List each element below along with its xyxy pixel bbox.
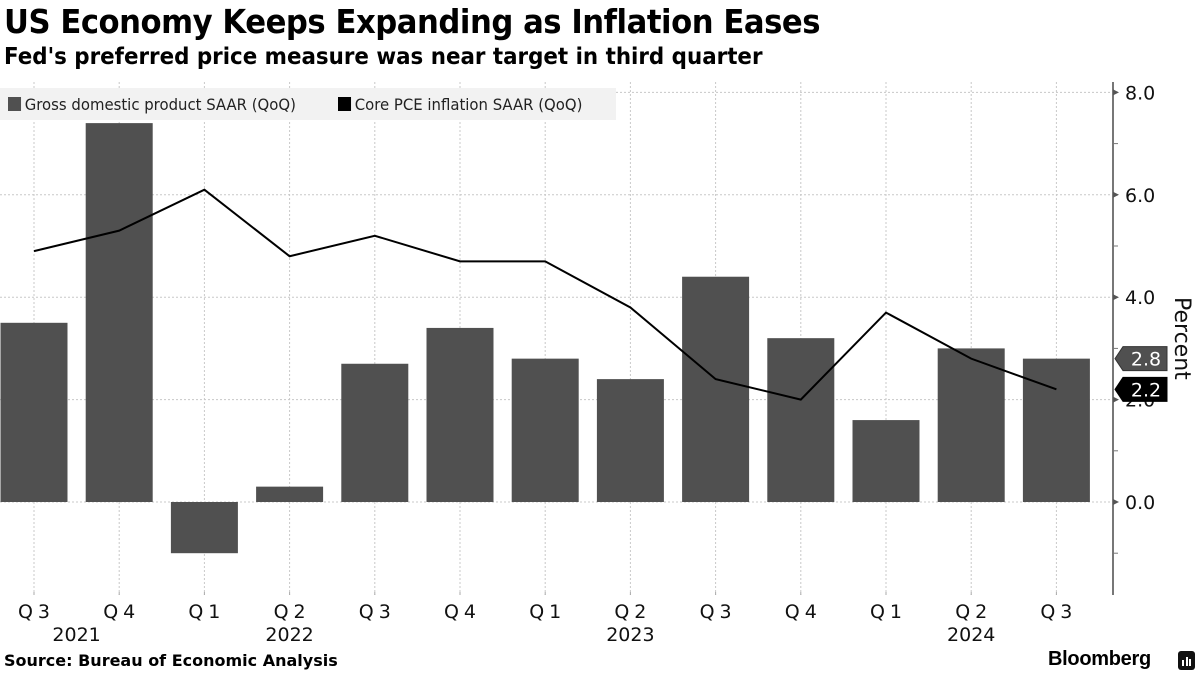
legend-swatch-core-pce [337, 97, 351, 111]
legend-label-gdp: Gross domestic product SAAR (QoQ) [24, 94, 296, 114]
legend-item-gdp: Gross domestic product SAAR (QoQ) [8, 95, 296, 114]
x-tick-label: Q2 [614, 601, 646, 623]
bar-gdp [170, 502, 238, 554]
x-tick-label: Q3 [18, 601, 50, 623]
bar-gdp [937, 348, 1005, 502]
x-tick-label: Q1 [188, 601, 220, 623]
chart-title: US Economy Keeps Expanding as Inflation … [4, 2, 821, 41]
y-axis-tick [1113, 499, 1119, 505]
bar-gdp [852, 420, 920, 502]
x-tick-label: Q1 [870, 601, 902, 623]
chart-legend: Gross domestic product SAAR (QoQ) Core P… [0, 88, 616, 120]
bar-gdp [596, 379, 664, 502]
bloomberg-chart-icon [1178, 651, 1195, 670]
x-year-label: 2021 [52, 624, 100, 646]
line-core-pce [33, 188, 1057, 401]
legend-item-core-pce: Core PCE inflation SAAR (QoQ) [337, 94, 582, 114]
x-tick-label: Q2 [274, 601, 306, 623]
bar-gdp [341, 363, 409, 502]
bloomberg-logo: Bloomberg [1048, 648, 1151, 670]
x-year-label: 2023 [606, 624, 654, 646]
y-axis-tick [1113, 396, 1119, 403]
y-axis-tick [1113, 294, 1119, 301]
last-value-gdp-label: 2.8 [1131, 349, 1161, 371]
x-tick-label: Q3 [1040, 601, 1072, 623]
bar-gdp [1022, 358, 1090, 502]
x-tick-label: Q3 [700, 601, 732, 623]
bar-gdp [0, 322, 68, 502]
legend-label-core-pce: Core PCE inflation SAAR (QoQ) [354, 94, 582, 114]
bar-gdp [682, 276, 750, 502]
x-tick-label: Q2 [955, 601, 987, 623]
y-tick-label: 4.0 [1125, 287, 1155, 309]
source-note: Source: Bureau of Economic Analysis [4, 651, 338, 670]
last-value-core-pce-label: 2.2 [1131, 379, 1161, 401]
y-axis-label: Percent [1169, 297, 1194, 380]
x-tick-label: Q1 [529, 601, 561, 623]
chart-subtitle: Fed's preferred price measure was near t… [4, 44, 763, 70]
legend-swatch-gdp [8, 97, 22, 111]
bar-gdp [511, 358, 579, 502]
y-axis-tick [1113, 89, 1119, 96]
last-value-core-pce-tag [1114, 376, 1168, 402]
y-tick-label: 0.0 [1125, 492, 1155, 514]
x-tick-label: Q4 [785, 601, 817, 623]
x-tick-label: Q4 [103, 601, 135, 623]
bar-gdp [767, 338, 835, 502]
y-axis-tick [1113, 191, 1119, 198]
x-year-label: 2024 [947, 624, 995, 646]
last-value-gdp-tag [1114, 346, 1168, 372]
x-year-label: 2022 [265, 624, 313, 646]
bar-gdp [256, 486, 324, 502]
bar-gdp [426, 327, 494, 502]
x-tick-label: Q4 [444, 601, 476, 623]
x-tick-label: Q3 [359, 601, 391, 623]
y-tick-label: 6.0 [1125, 185, 1155, 207]
y-tick-label: 8.0 [1125, 82, 1155, 104]
bar-gdp [85, 123, 153, 503]
